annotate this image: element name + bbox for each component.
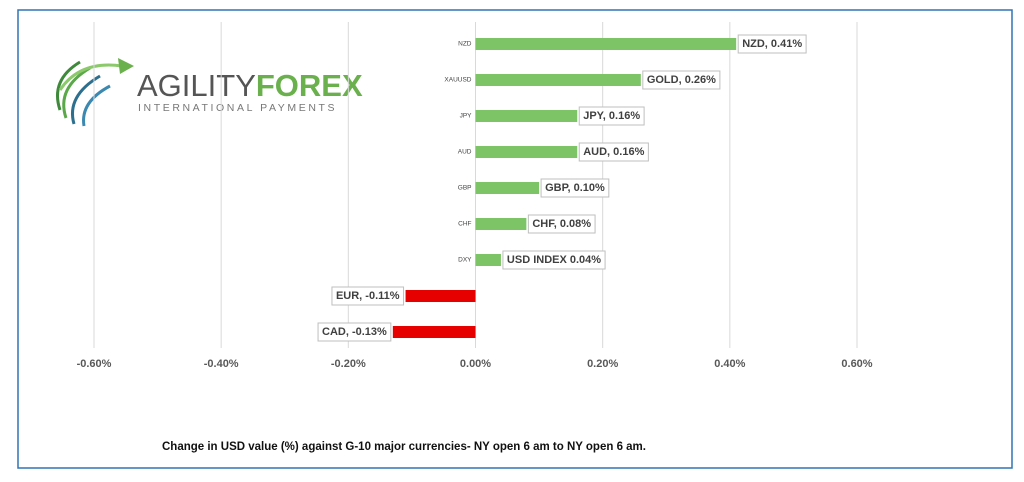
value-label-box <box>642 70 721 90</box>
value-label-box <box>317 322 392 342</box>
value-label-group: CAD, -0.13% <box>317 322 392 342</box>
value-label: AUD, 0.16% <box>583 146 644 158</box>
x-tick-label: 0.20% <box>587 358 618 370</box>
logo-name: AGILITY <box>137 68 256 103</box>
x-tick-label: 0.40% <box>714 358 745 370</box>
x-tick-label: 0.60% <box>841 358 872 370</box>
category-label: NZD <box>458 41 472 48</box>
bar <box>475 38 737 50</box>
logo: AGILITY FOREX INTERNATIONAL PAYMENTS <box>56 58 363 127</box>
value-label-box <box>578 106 645 126</box>
value-label-box <box>578 142 649 162</box>
category-label: JPY <box>460 113 473 120</box>
value-label: NZD, 0.41% <box>742 38 802 50</box>
value-label-box <box>527 214 596 234</box>
value-label-group: USD INDEX 0.04% <box>502 250 606 270</box>
bar <box>475 254 501 266</box>
value-label-box <box>737 34 807 54</box>
category-label: AUD <box>458 149 472 156</box>
bar <box>475 146 578 158</box>
value-label: CHF, 0.08% <box>532 218 591 230</box>
value-label-group: NZD, 0.41% <box>737 34 807 54</box>
value-label-group: GOLD, 0.26% <box>642 70 721 90</box>
x-tick-label: 0.00% <box>460 358 491 370</box>
x-tick-label: -0.40% <box>204 358 239 370</box>
bar <box>475 74 641 86</box>
value-label-box <box>502 250 606 270</box>
value-label: GOLD, 0.26% <box>647 74 716 86</box>
bar <box>475 218 527 230</box>
value-label-group: EUR, -0.11% <box>331 286 405 306</box>
category-label: XAUUSD <box>444 77 471 84</box>
value-label: EUR, -0.11% <box>336 290 400 302</box>
value-label: USD INDEX 0.04% <box>507 254 601 266</box>
category-label: GBP <box>458 185 472 192</box>
x-tick-label: -0.60% <box>77 358 112 370</box>
value-label: CAD, -0.13% <box>322 326 387 338</box>
value-label-box <box>540 178 610 198</box>
value-label-group: GBP, 0.10% <box>540 178 610 198</box>
bar <box>475 110 578 122</box>
value-label: GBP, 0.10% <box>545 182 605 194</box>
bar <box>392 326 476 338</box>
logo-tagline: INTERNATIONAL PAYMENTS <box>138 102 337 114</box>
bar <box>405 290 476 302</box>
value-label-group: CHF, 0.08% <box>527 214 596 234</box>
value-label-group: AUD, 0.16% <box>578 142 649 162</box>
value-label-group: JPY, 0.16% <box>578 106 645 126</box>
category-label: CHF <box>458 221 471 228</box>
value-label-box <box>331 286 405 306</box>
frame <box>17 9 1013 469</box>
logo-name: FOREX <box>256 68 363 103</box>
value-label: JPY, 0.16% <box>583 110 640 122</box>
bar <box>475 182 540 194</box>
caption: Change in USD value (%) against G-10 maj… <box>162 441 646 453</box>
category-label: DXY <box>458 257 472 264</box>
x-tick-label: -0.20% <box>331 358 366 370</box>
